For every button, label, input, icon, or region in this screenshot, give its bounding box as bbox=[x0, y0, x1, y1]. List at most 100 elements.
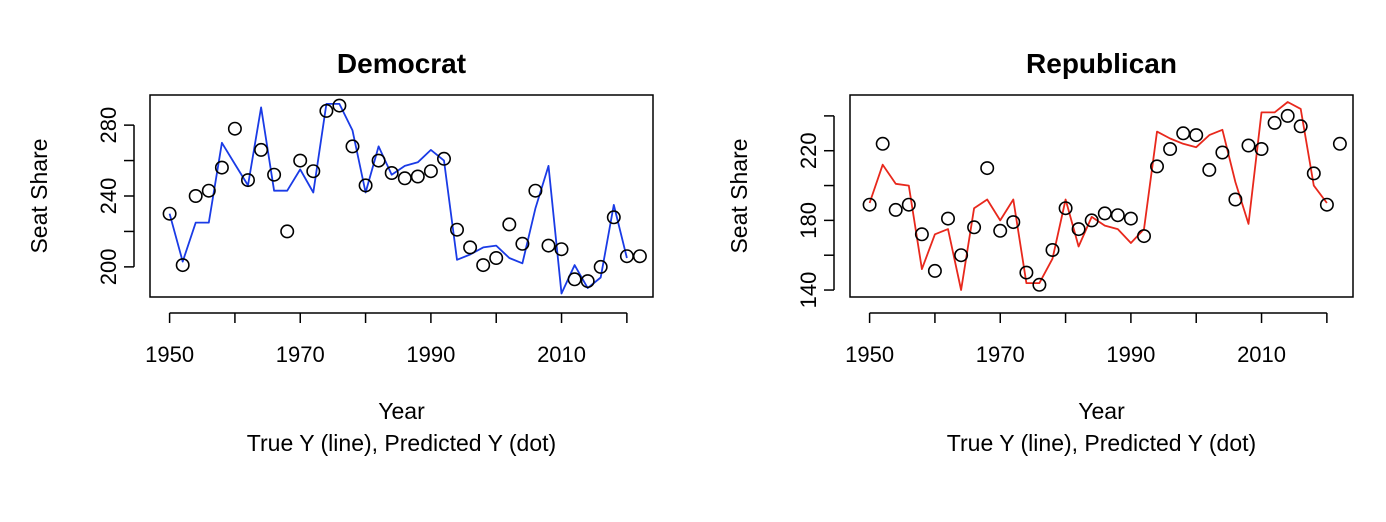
republican-predicted-point bbox=[927, 263, 942, 278]
democrat-y-tick-label: 240 bbox=[96, 178, 121, 215]
democrat-x-axis-sublabel: True Y (line), Predicted Y (dot) bbox=[247, 430, 556, 456]
republican-predicted-point bbox=[1241, 138, 1256, 153]
republican-predicted-point bbox=[1293, 119, 1308, 134]
democrat-predicted-point bbox=[345, 139, 360, 154]
republican-chart-title: Republican bbox=[1026, 48, 1177, 79]
democrat-predicted-point bbox=[554, 242, 569, 257]
democrat-predicted-point bbox=[371, 153, 386, 168]
democrat-predicted-point bbox=[188, 189, 203, 204]
republican-panel: Republican 1950 1970 1990 2010 140 180 220 Seat … bbox=[726, 48, 1354, 456]
democrat-predicted-point bbox=[332, 98, 347, 113]
democrat-x-axis-label: Year bbox=[378, 398, 425, 424]
republican-predicted-point bbox=[967, 220, 982, 235]
republican-predicted-point bbox=[914, 227, 929, 242]
republican-predicted-point bbox=[901, 197, 916, 212]
republican-predicted-point bbox=[1150, 159, 1165, 174]
democrat-predicted-point bbox=[214, 160, 229, 175]
republican-predicted-point bbox=[940, 211, 955, 226]
republican-x-tick-label: 1990 bbox=[1106, 342, 1155, 367]
democrat-y-axis-label: Seat Share bbox=[26, 138, 52, 253]
republican-predicted-point bbox=[1215, 145, 1230, 160]
democrat-chart-title: Democrat bbox=[337, 48, 466, 79]
democrat-predicted-point bbox=[606, 210, 621, 225]
republican-x-tick-label: 1950 bbox=[845, 342, 894, 367]
republican-predicted-point bbox=[1332, 136, 1347, 151]
republican-predicted-point bbox=[1319, 197, 1334, 212]
democrat-y-tick-label: 200 bbox=[96, 249, 121, 286]
republican-predicted-point bbox=[1254, 142, 1269, 157]
democrat-predicted-point bbox=[580, 274, 595, 289]
republican-predicted-point bbox=[875, 136, 890, 151]
republican-plot-frame bbox=[849, 94, 1354, 298]
republican-predicted-point bbox=[1006, 215, 1021, 230]
democrat-predicted-point bbox=[476, 258, 491, 273]
democrat-predicted-point bbox=[293, 153, 308, 168]
democrat-predicted-point bbox=[175, 258, 190, 273]
republican-predicted-point bbox=[1110, 208, 1125, 223]
republican-predicted-point bbox=[1071, 222, 1086, 237]
republican-x-axis-label: Year bbox=[1078, 398, 1125, 424]
republican-predicted-point bbox=[1306, 166, 1321, 181]
republican-predicted-point bbox=[954, 248, 969, 263]
democrat-plot-frame bbox=[149, 94, 654, 298]
republican-predicted-point bbox=[1084, 213, 1099, 228]
democrat-panel: Democrat 1950 1970 1990 2010 200 240 280 Seat Sh… bbox=[26, 48, 654, 456]
republican-y-axis-label: Seat Share bbox=[726, 138, 752, 253]
republican-y-tick-label: 220 bbox=[796, 132, 821, 169]
democrat-predicted-point bbox=[436, 151, 451, 166]
republican-predicted-point bbox=[888, 202, 903, 217]
republican-predicted-point bbox=[1097, 206, 1112, 221]
democrat-x-tick-label: 1970 bbox=[276, 342, 325, 367]
republican-predicted-point bbox=[1202, 162, 1217, 177]
republican-predicted-point bbox=[1058, 201, 1073, 216]
republican-true-y-line bbox=[868, 101, 1328, 291]
democrat-predicted-point bbox=[567, 272, 582, 287]
republican-predicted-point bbox=[1019, 265, 1034, 280]
republican-x-axis-sublabel: True Y (line), Predicted Y (dot) bbox=[947, 430, 1256, 456]
democrat-predicted-point bbox=[384, 166, 399, 181]
republican-predicted-point bbox=[1267, 115, 1282, 130]
democrat-x-tick-label: 2010 bbox=[537, 342, 586, 367]
democrat-predicted-point bbox=[241, 173, 256, 188]
democrat-predicted-point bbox=[201, 183, 216, 198]
republican-predicted-point bbox=[1228, 192, 1243, 207]
democrat-predicted-point bbox=[227, 121, 242, 136]
democrat-predicted-point bbox=[280, 224, 295, 239]
democrat-predicted-point bbox=[319, 103, 334, 118]
democrat-y-tick-label: 280 bbox=[96, 107, 121, 144]
republican-predicted-point bbox=[1032, 277, 1047, 292]
democrat-predicted-point bbox=[358, 178, 373, 193]
democrat-x-tick-label: 1950 bbox=[145, 342, 194, 367]
republican-predicted-point bbox=[862, 197, 877, 212]
democrat-predicted-point bbox=[267, 167, 282, 182]
democrat-predicted-point bbox=[423, 164, 438, 179]
democrat-x-tick-label: 1990 bbox=[406, 342, 455, 367]
democrat-predicted-point bbox=[528, 183, 543, 198]
democrat-predicted-point bbox=[463, 240, 478, 255]
republican-predicted-point bbox=[1189, 128, 1204, 143]
democrat-predicted-point bbox=[397, 171, 412, 186]
democrat-predicted-point bbox=[489, 251, 504, 266]
republican-predicted-point bbox=[1137, 229, 1152, 244]
democrat-predicted-point bbox=[449, 222, 464, 237]
democrat-predicted-point bbox=[541, 238, 556, 253]
republican-y-tick-label: 140 bbox=[796, 272, 821, 309]
republican-predicted-point bbox=[1163, 142, 1178, 157]
republican-predicted-point bbox=[1280, 108, 1295, 123]
democrat-predicted-point bbox=[593, 259, 608, 274]
republican-predicted-point bbox=[993, 223, 1008, 238]
republican-predicted-point bbox=[1176, 126, 1191, 141]
democrat-predicted-point bbox=[632, 249, 647, 264]
democrat-true-y-line bbox=[168, 103, 628, 295]
democrat-predicted-point bbox=[162, 206, 177, 221]
democrat-predicted-point bbox=[306, 164, 321, 179]
democrat-predicted-point bbox=[410, 169, 425, 184]
republican-predicted-point bbox=[980, 161, 995, 176]
democrat-predicted-point bbox=[502, 217, 517, 232]
democrat-predicted-point bbox=[515, 236, 530, 251]
republican-y-tick-label: 180 bbox=[796, 202, 821, 239]
democrat-predicted-point bbox=[254, 142, 269, 157]
republican-x-tick-label: 2010 bbox=[1237, 342, 1286, 367]
republican-x-tick-label: 1970 bbox=[976, 342, 1025, 367]
